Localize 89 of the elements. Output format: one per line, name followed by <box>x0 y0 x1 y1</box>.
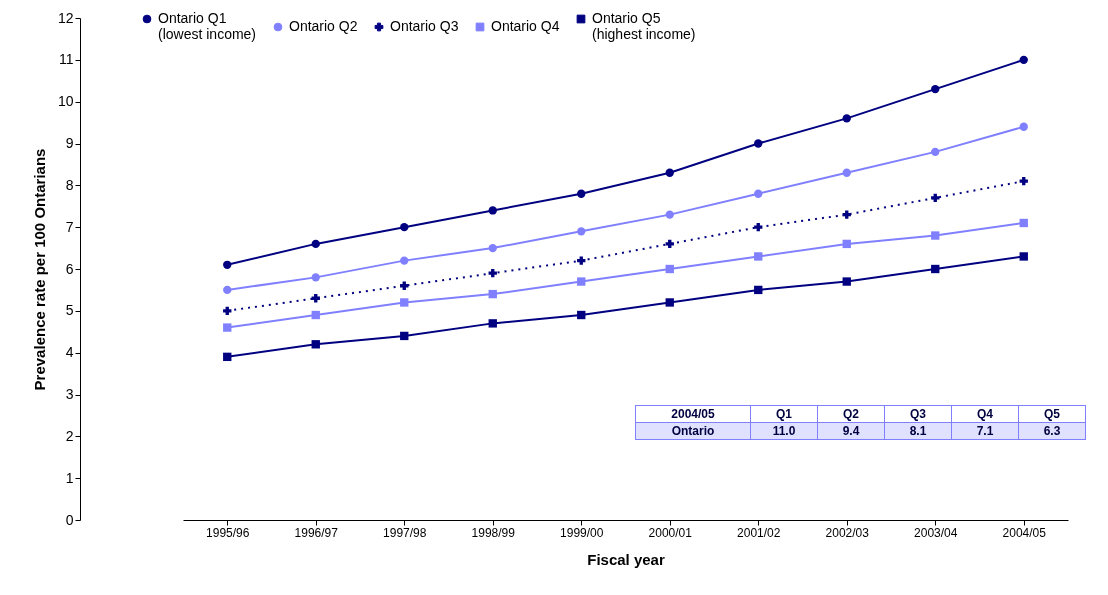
point <box>1019 218 1028 228</box>
point <box>842 210 851 219</box>
point <box>931 264 940 274</box>
point <box>665 210 674 219</box>
point <box>311 239 320 249</box>
legend-label: Ontario Q3 <box>390 18 459 34</box>
annotation: 11.0 <box>750 422 818 440</box>
category-label: 2004/05 <box>671 407 715 421</box>
annotation: 9.4 <box>817 422 885 440</box>
annotation: 6.3 <box>1018 422 1086 440</box>
point <box>223 323 232 332</box>
point <box>223 285 232 295</box>
point <box>842 277 851 286</box>
point <box>754 139 763 148</box>
point <box>842 168 851 177</box>
annotation: 8.1 <box>884 422 952 440</box>
y-tick-label: 9 <box>65 135 74 151</box>
y-tick-label: 7 <box>65 218 74 235</box>
point <box>488 319 497 328</box>
point <box>223 352 232 362</box>
point <box>223 260 232 269</box>
x-tick-label: 1995/96 <box>206 525 250 540</box>
legend-label: Ontario Q1 (lowest income) <box>158 10 257 42</box>
legend-label: Ontario Q2 <box>289 18 358 34</box>
x-tick-label: 2004/05 <box>1002 525 1047 540</box>
legend-label: Ontario Q4 <box>491 18 560 34</box>
point <box>577 256 586 265</box>
point <box>311 340 320 349</box>
x-tick-label: 2001/02 <box>737 525 781 540</box>
point <box>577 227 586 236</box>
point <box>1019 252 1028 261</box>
point <box>488 243 497 253</box>
point <box>577 189 586 198</box>
x-tick-label: 2002/03 <box>825 525 870 540</box>
point <box>400 298 409 307</box>
point <box>931 84 940 94</box>
y-tick-label: 3 <box>65 386 74 402</box>
annotation: 7.1 <box>951 422 1019 440</box>
point <box>665 298 674 307</box>
legend-label: Ontario Q5 (highest income) <box>592 10 696 42</box>
y-axis-title: Prevalence rate per 100 Ontarians <box>30 148 48 391</box>
y-tick-label: 4 <box>65 344 74 361</box>
point <box>931 147 940 157</box>
x-tick-label: 1996/97 <box>294 525 339 540</box>
y-tick-label: 10 <box>57 93 74 110</box>
x-tick-label: 1997/98 <box>383 525 427 540</box>
point <box>577 310 586 320</box>
point <box>400 222 409 232</box>
annotation: Ontario <box>635 422 751 440</box>
point <box>931 193 940 203</box>
x-tick-label: 1998/99 <box>471 525 516 540</box>
x-tick-label: 1999/00 <box>560 525 604 540</box>
point <box>488 206 497 215</box>
annotation: Q2 <box>817 405 885 423</box>
point <box>223 306 232 316</box>
y-tick-label: 0 <box>65 511 74 528</box>
point <box>400 256 409 265</box>
y-tick-label: 11 <box>58 51 74 68</box>
y-tick-label: 6 <box>65 260 74 277</box>
point <box>311 273 320 282</box>
point <box>754 189 763 198</box>
y-tick-label: 1 <box>65 469 74 486</box>
y-tick-label: 5 <box>65 302 74 319</box>
point <box>400 331 409 341</box>
point <box>842 239 851 249</box>
x-tick-label: 2000/01 <box>648 525 693 540</box>
point <box>665 168 674 177</box>
x-axis-title: Fiscal year <box>587 550 665 568</box>
annotation: Q4 <box>951 405 1019 423</box>
point <box>1019 55 1028 65</box>
point <box>665 264 674 274</box>
annotation: Q5 <box>1018 405 1086 423</box>
annotation: Q3 <box>884 405 952 423</box>
point <box>842 114 851 123</box>
point <box>754 285 763 295</box>
point <box>931 231 940 240</box>
x-tick-label: 2003/04 <box>914 525 958 540</box>
point <box>1019 122 1028 131</box>
y-tick-label: 12 <box>57 9 74 26</box>
point <box>1019 176 1028 186</box>
annotation: Q1 <box>750 405 818 423</box>
point <box>577 277 586 286</box>
point <box>311 310 320 320</box>
point <box>754 252 763 261</box>
y-tick-label: 2 <box>65 427 74 444</box>
point <box>488 289 497 299</box>
y-tick-label: 8 <box>65 176 74 193</box>
point <box>754 222 763 232</box>
point <box>665 239 674 249</box>
